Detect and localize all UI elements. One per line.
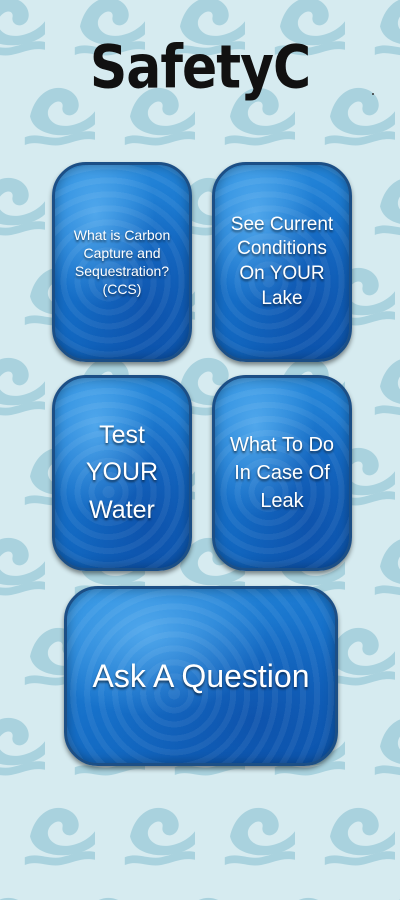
app-title: SafetyC bbox=[89, 33, 311, 103]
leak-procedure-label: What To Do In Case Of Leak bbox=[229, 434, 335, 512]
leak-procedure-button[interactable]: What To Do In Case Of Leak bbox=[212, 375, 352, 571]
wave-icon bbox=[374, 537, 400, 596]
wave-icon bbox=[374, 177, 400, 236]
wave-icon bbox=[374, 357, 400, 416]
wave-icon bbox=[374, 717, 400, 776]
test-water-label: Test YOUR Water bbox=[85, 420, 159, 524]
ccs-info-label: What is Carbon Capture and Sequestration… bbox=[73, 226, 171, 298]
ask-question-label: Ask A Question bbox=[92, 657, 310, 694]
test-water-button[interactable]: Test YOUR Water bbox=[52, 375, 192, 571]
wave-icon bbox=[0, 177, 45, 236]
wave-icon bbox=[224, 807, 295, 866]
wave-icon bbox=[0, 537, 45, 596]
lake-conditions-label: See Current Conditions On YOUR Lake bbox=[230, 213, 334, 309]
wave-icon bbox=[324, 807, 395, 866]
lake-conditions-button[interactable]: See Current Conditions On YOUR Lake bbox=[212, 162, 352, 362]
ask-question-button[interactable]: Ask A Question bbox=[64, 586, 338, 766]
wave-icon bbox=[0, 717, 45, 776]
wave-icon bbox=[0, 357, 45, 416]
ccs-info-button[interactable]: What is Carbon Capture and Sequestration… bbox=[52, 162, 192, 362]
status-dot bbox=[372, 93, 374, 95]
wave-icon bbox=[24, 807, 95, 866]
wave-icon bbox=[124, 807, 195, 866]
